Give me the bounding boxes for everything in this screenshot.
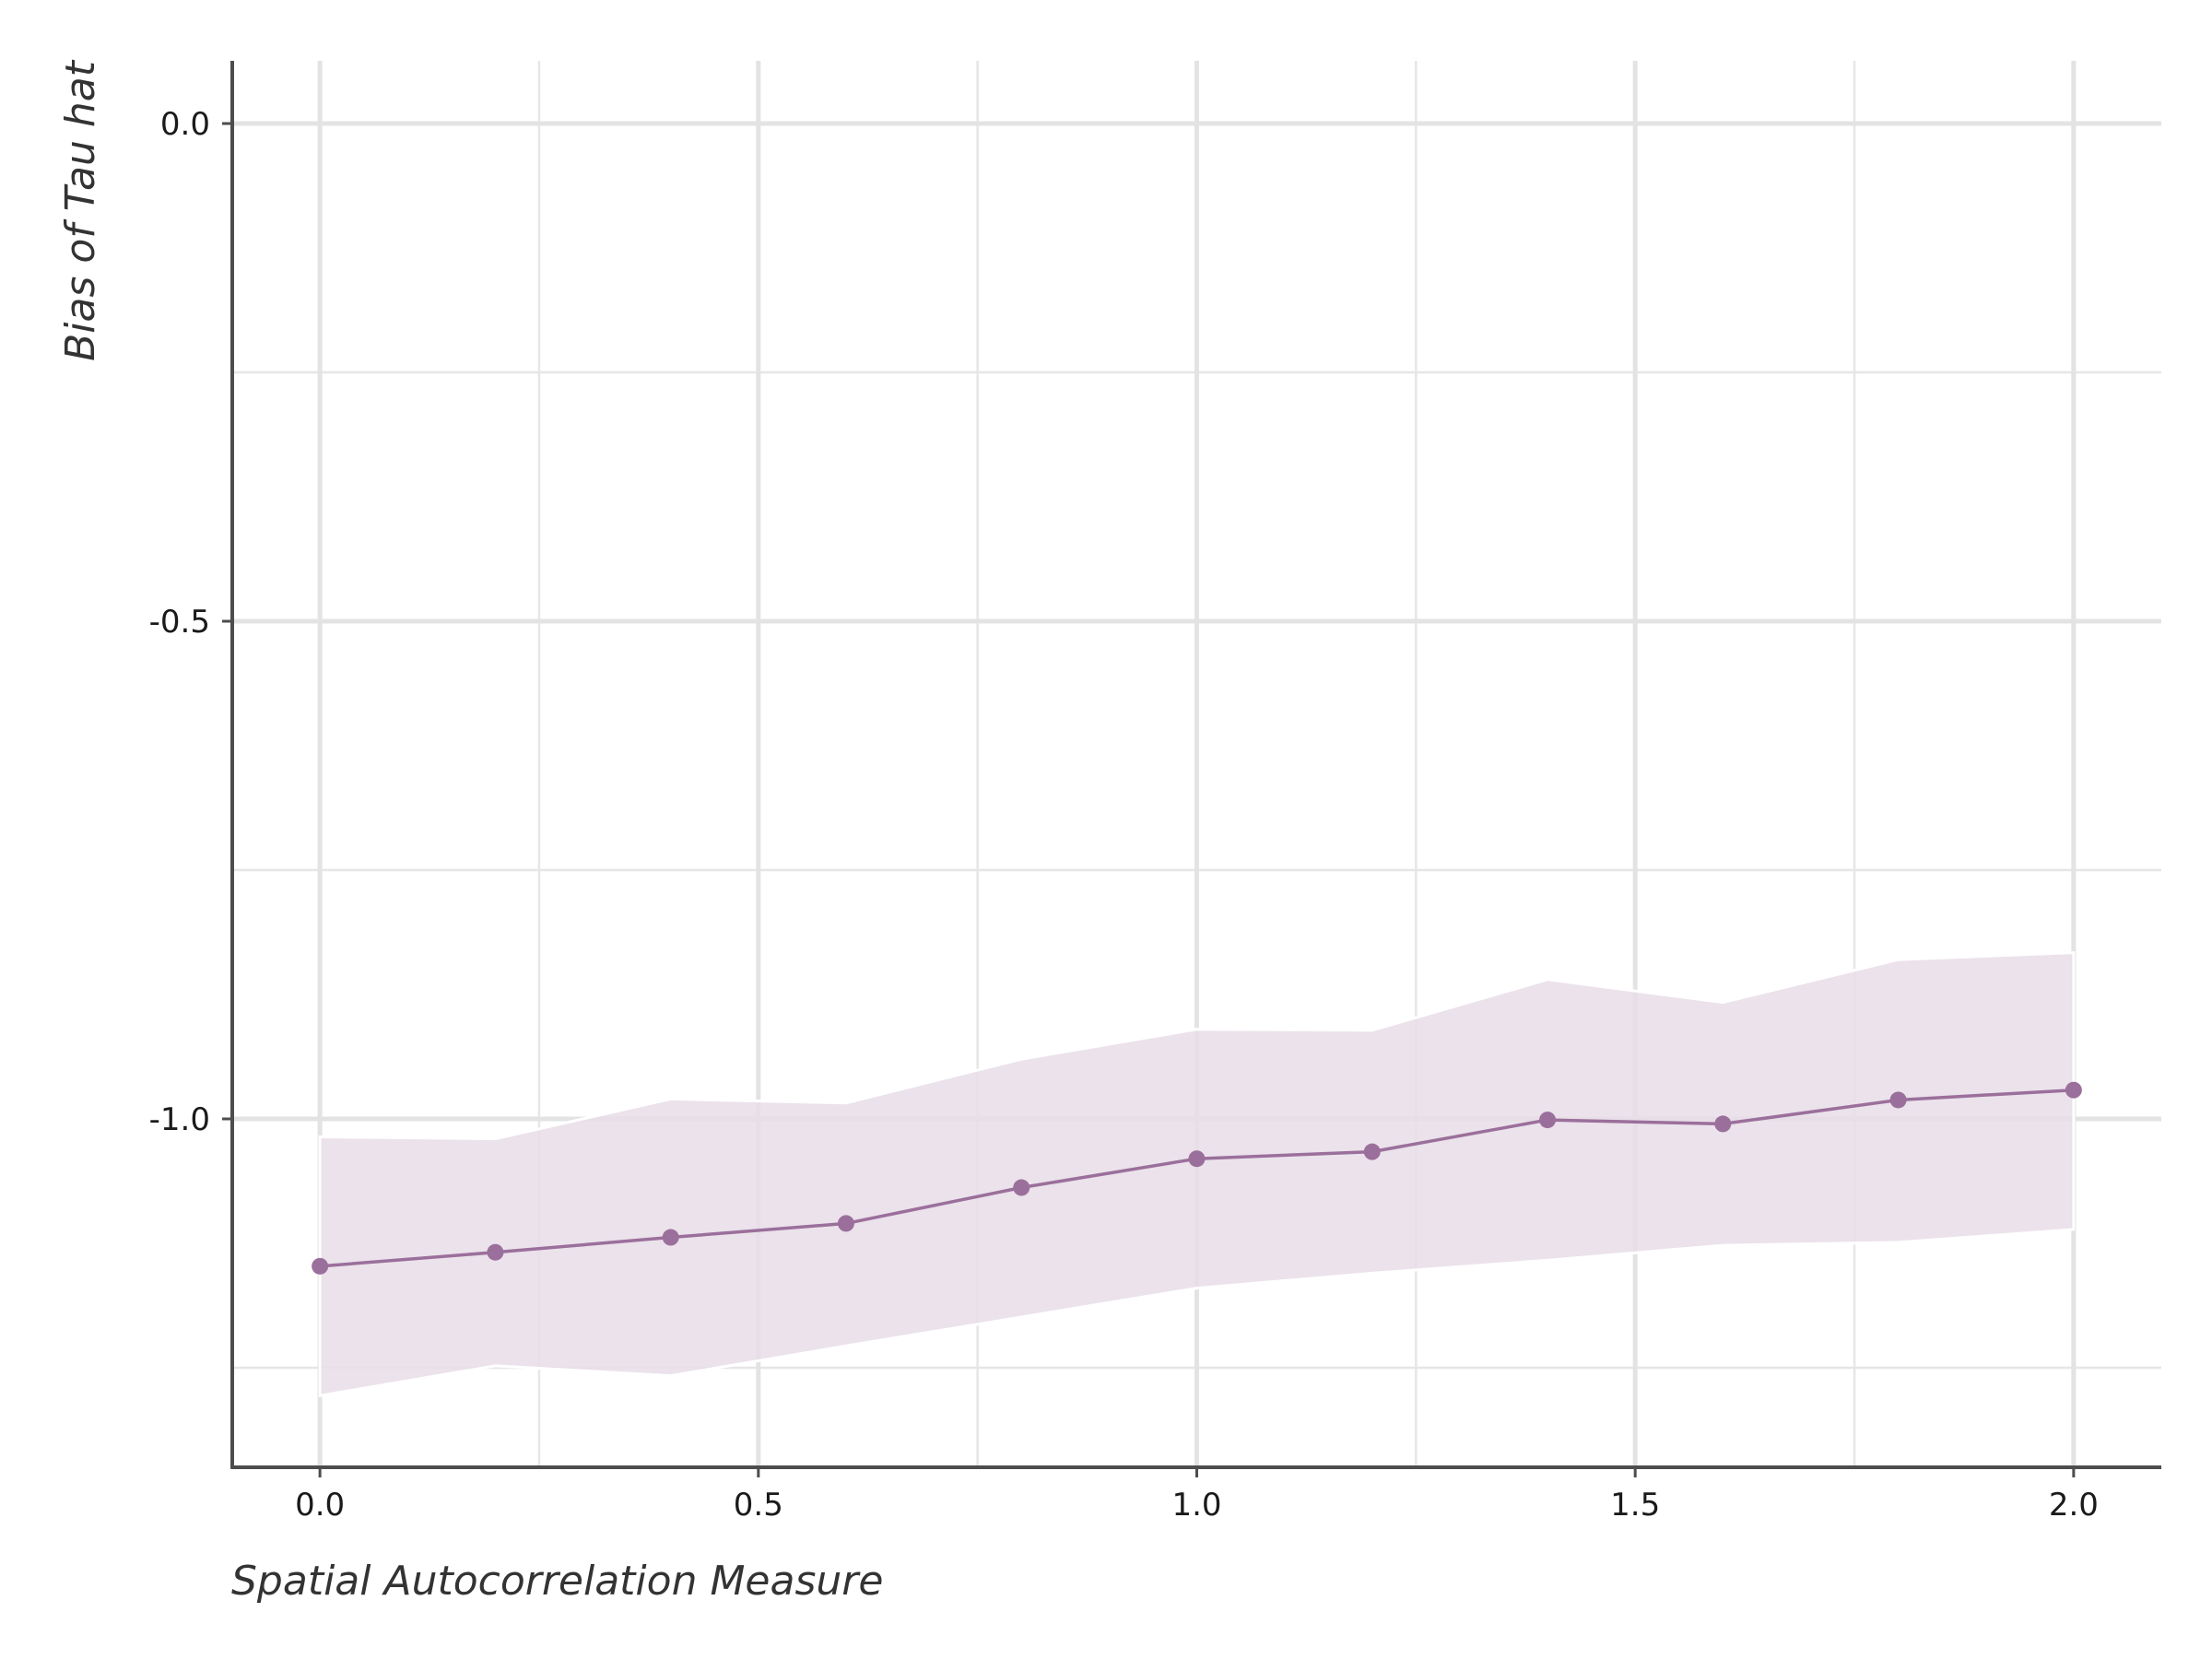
x-tick-label: 0.0	[295, 1487, 345, 1524]
y-tick-labels: 0.0 -0.5 -1.0	[149, 106, 210, 1138]
y-tick-label: -0.5	[149, 604, 210, 641]
y-axis-title: Bias of Tau hat	[57, 59, 104, 361]
data-point	[1363, 1143, 1381, 1160]
data-point	[312, 1257, 329, 1275]
data-point	[662, 1229, 679, 1246]
data-point	[1714, 1115, 1732, 1133]
x-tick-label: 2.0	[2049, 1487, 2099, 1524]
data-point	[1889, 1091, 1907, 1109]
confidence-ribbon	[318, 951, 2076, 1398]
x-tick-label: 0.5	[734, 1487, 783, 1524]
series-point-layer	[312, 1081, 2082, 1275]
data-point	[1539, 1112, 1557, 1129]
confidence-ribbon-layer	[318, 951, 2076, 1398]
data-point	[487, 1243, 504, 1261]
x-tick-label: 1.0	[1171, 1487, 1221, 1524]
x-axis-title: Spatial Autocorrelation Measure	[231, 1558, 883, 1605]
y-tick-label: -1.0	[149, 1101, 210, 1138]
data-point	[1013, 1179, 1030, 1196]
axes	[222, 61, 2161, 1477]
data-point	[1188, 1150, 1206, 1168]
x-tick-label: 1.5	[1610, 1487, 1660, 1524]
x-tick-labels: 0.0 0.5 1.0 1.5 2.0	[295, 1487, 2099, 1524]
data-point	[2065, 1081, 2082, 1099]
y-tick-label: 0.0	[160, 106, 210, 143]
data-point	[837, 1215, 854, 1232]
